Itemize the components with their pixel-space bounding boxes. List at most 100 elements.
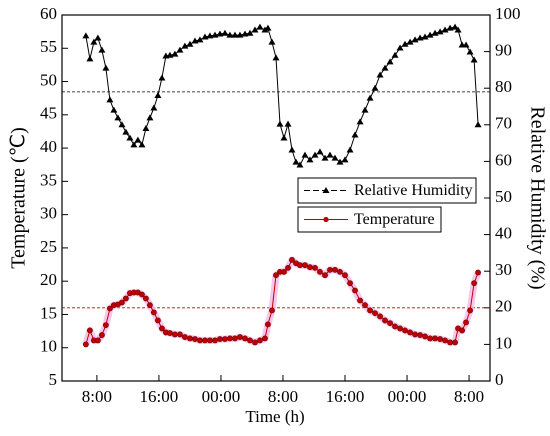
data-point (467, 307, 473, 314)
y2-tick-label: 90 (495, 41, 512, 60)
data-point (442, 337, 448, 344)
data-point (311, 151, 319, 158)
data-point (386, 58, 394, 65)
data-point (139, 291, 145, 298)
data-point (326, 151, 334, 158)
y-tick-label: 50 (40, 70, 57, 89)
data-point (401, 40, 409, 47)
data-point (192, 336, 198, 342)
data-point (246, 29, 254, 36)
y-tick-label: 55 (40, 37, 57, 56)
data-point (306, 156, 314, 163)
data-point (256, 23, 264, 30)
data-point (171, 50, 179, 57)
data-point (475, 269, 481, 276)
data-point (102, 322, 109, 329)
y-tick-label: 5 (49, 370, 58, 389)
data-point (222, 336, 228, 342)
data-point (150, 104, 158, 111)
data-point (126, 134, 134, 141)
x-tick-label: 8:00 (82, 387, 112, 406)
data-point (447, 339, 453, 346)
data-point (86, 55, 94, 62)
data-point (221, 29, 229, 36)
data-point (167, 330, 173, 336)
y2-tick-label: 70 (495, 114, 512, 133)
data-point (138, 141, 146, 148)
data-point (362, 302, 368, 309)
data-point (177, 331, 183, 338)
data-point (217, 336, 223, 342)
data-point (265, 321, 271, 328)
data-point (158, 74, 166, 81)
data-point (411, 36, 419, 43)
data-point (114, 114, 122, 121)
data-point (268, 38, 276, 45)
data-point (106, 96, 114, 103)
data-point (341, 156, 349, 163)
data-point (232, 335, 238, 342)
data-point (427, 335, 433, 342)
data-point (231, 31, 239, 38)
y-tick-label: 40 (40, 137, 57, 156)
data-point (181, 42, 189, 49)
data-point (196, 36, 204, 43)
data-point (301, 151, 309, 158)
legend-label: Temperature (354, 211, 435, 228)
data-point (276, 120, 284, 127)
data-point (437, 336, 443, 342)
data-point (361, 106, 369, 113)
x-tick-label: 16:00 (326, 387, 365, 406)
series-line (85, 26, 479, 166)
data-point (417, 332, 423, 338)
data-point (289, 256, 295, 263)
data-point (351, 131, 359, 138)
data-point (110, 106, 118, 113)
data-point (407, 329, 413, 336)
data-point (463, 319, 469, 326)
data-point (154, 92, 162, 99)
data-point (402, 327, 408, 334)
data-point (366, 94, 374, 101)
data-point (87, 327, 93, 334)
data-point (206, 32, 214, 39)
x-tick-label: 00:00 (202, 387, 241, 406)
data-point (316, 148, 324, 155)
data-point (454, 26, 462, 33)
data-point (241, 30, 249, 37)
data-point (261, 26, 269, 33)
data-point (280, 134, 288, 141)
data-point (426, 31, 434, 38)
data-point (381, 64, 389, 71)
data-point (342, 272, 348, 279)
data-point (130, 141, 138, 148)
data-point (302, 262, 308, 269)
data-point (236, 31, 244, 38)
data-point (317, 268, 323, 275)
x-tick-label: 16:00 (140, 387, 179, 406)
data-point (307, 264, 313, 271)
data-point (322, 272, 328, 279)
data-point (187, 335, 193, 342)
data-point (397, 325, 403, 332)
data-point (367, 307, 373, 314)
data-point (285, 264, 291, 271)
data-point (284, 120, 292, 127)
y2-tick-label: 80 (495, 77, 512, 96)
y-tick-label: 35 (40, 170, 57, 189)
data-point (321, 154, 329, 161)
data-point (118, 121, 126, 128)
data-point (237, 334, 243, 340)
data-point (372, 310, 378, 317)
data-point (347, 280, 353, 287)
y2-axis-label: Relative Humidity (%) (526, 106, 548, 289)
data-point (452, 339, 458, 346)
data-point (382, 317, 388, 324)
data-point (252, 339, 258, 346)
data-point (142, 295, 149, 302)
data-point (406, 38, 414, 45)
data-point (216, 30, 224, 37)
data-point (441, 26, 449, 33)
y-tick-label: 25 (40, 237, 57, 256)
